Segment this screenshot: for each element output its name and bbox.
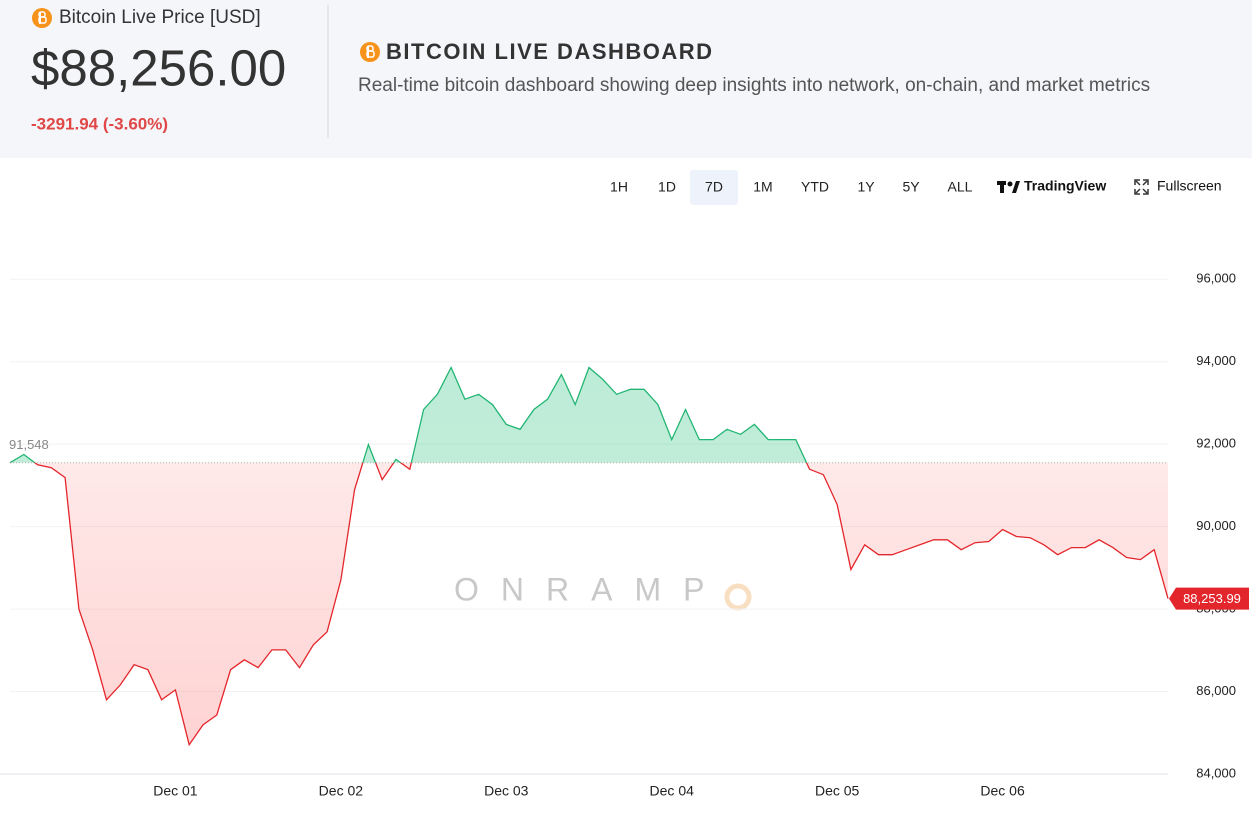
- controls: 1H 1D 7D 1M YTD 1Y 5Y ALL: [610, 170, 973, 205]
- price: $88,256.00: [31, 39, 286, 96]
- range-button[interactable]: ALL: [948, 179, 973, 195]
- x-tick-label: Dec 04: [650, 783, 695, 799]
- x-tick-label: Dec 02: [319, 783, 364, 799]
- area-down: [34, 462, 1168, 745]
- range-active-bg: [690, 170, 738, 205]
- price-change: -3291.94 (-3.60%): [31, 114, 168, 133]
- price-line-up: [9, 365, 808, 463]
- y-tick-label: 84,000: [1196, 765, 1236, 780]
- dashboard-subtitle: Real-time bitcoin dashboard showing deep…: [358, 75, 1150, 96]
- range-button[interactable]: 1H: [610, 179, 628, 195]
- y-tick-label: 96,000: [1196, 271, 1236, 286]
- watermark-logo: [724, 583, 752, 611]
- x-tick-label: Dec 05: [815, 783, 860, 799]
- x-tick-label: Dec 03: [484, 783, 529, 799]
- price-tag-label: 88,253.99: [1183, 591, 1241, 606]
- x-tick-label: Dec 06: [980, 783, 1025, 799]
- tradingview-logo: [997, 181, 1020, 193]
- y-tick-label: 90,000: [1196, 518, 1236, 533]
- fullscreen-icon: [1134, 179, 1149, 195]
- tradingview-link[interactable]: TradingView: [1024, 178, 1106, 194]
- dashboard-title: BITCOIN LIVE DASHBOARD: [386, 39, 714, 64]
- price-title: Bitcoin Live Price [USD]: [59, 7, 261, 28]
- range-button[interactable]: 1Y: [857, 179, 875, 195]
- range-button[interactable]: 5Y: [902, 179, 920, 195]
- btc-icon: [32, 8, 52, 28]
- header-bg: [0, 0, 1252, 158]
- price-line-down: [10, 462, 1169, 747]
- x-tick-label: Dec 01: [153, 783, 198, 799]
- range-button[interactable]: 7D: [705, 179, 723, 195]
- price-tag: [1169, 587, 1249, 610]
- y-tick-label: 92,000: [1196, 436, 1236, 451]
- baseline-label: 91,548: [9, 437, 49, 452]
- plot: 84,00086,00088,00090,00092,00094,00096,0…: [0, 271, 1249, 799]
- btc-icon: [360, 42, 380, 62]
- area-up: [10, 367, 1168, 463]
- watermark: ONRAMP: [454, 571, 726, 607]
- fullscreen-button[interactable]: Fullscreen: [1157, 178, 1222, 194]
- range-button[interactable]: 1M: [753, 179, 772, 195]
- y-tick-label: 86,000: [1196, 683, 1236, 698]
- y-tick-label: 94,000: [1196, 353, 1236, 368]
- range-button[interactable]: YTD: [801, 179, 829, 195]
- range-button[interactable]: 1D: [658, 179, 676, 195]
